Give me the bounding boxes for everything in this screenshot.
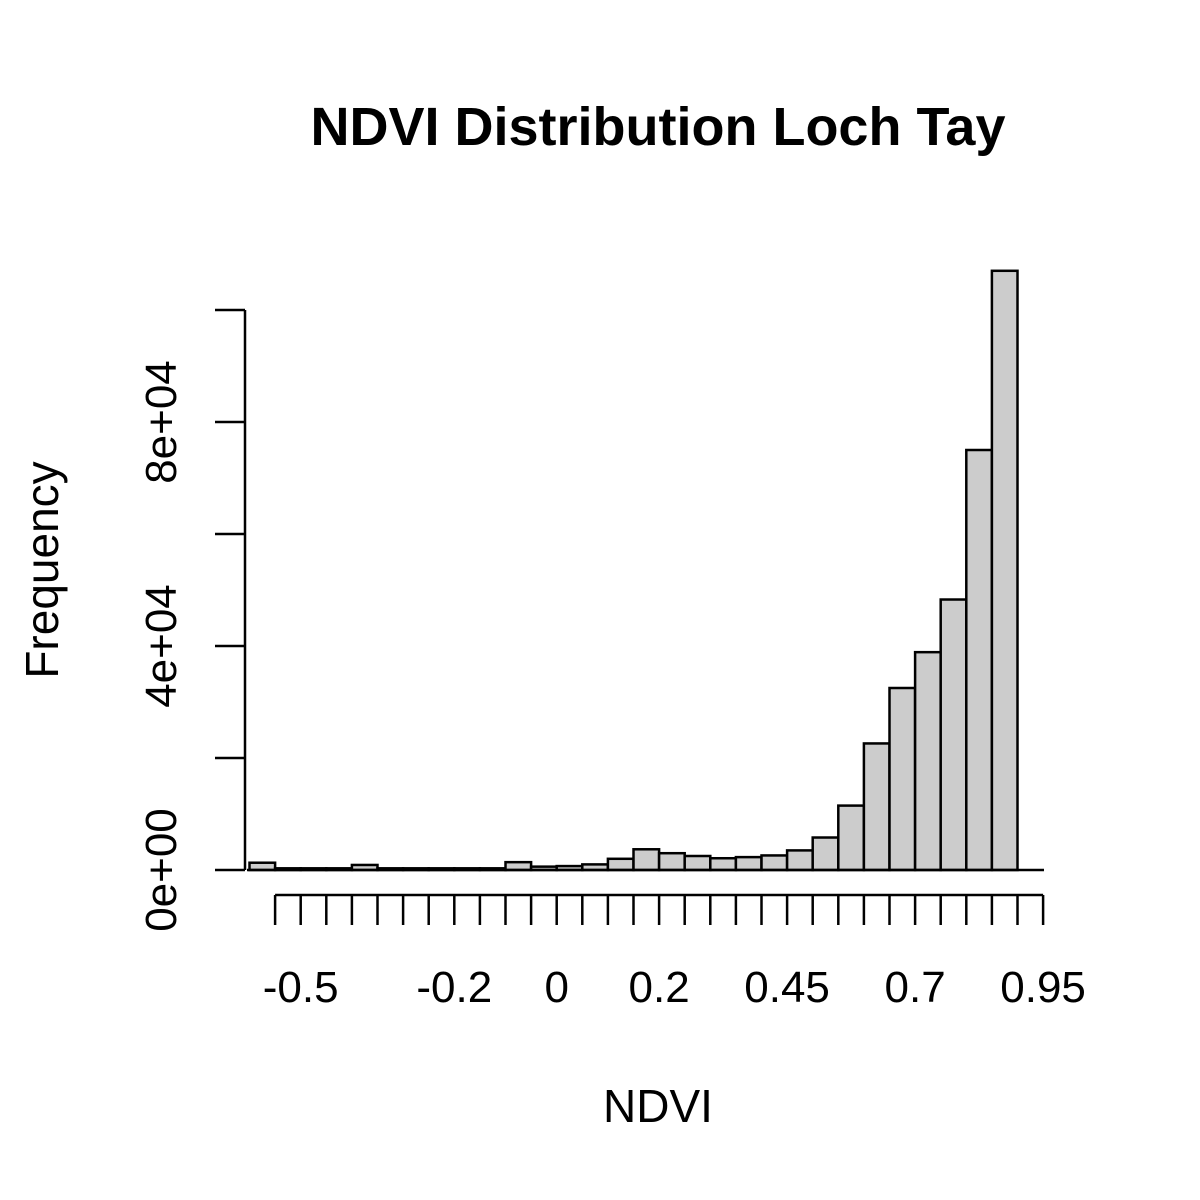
y-tick-label-2: 8e+04 [137, 360, 186, 484]
histogram-bar-26 [913, 650, 942, 872]
histogram-bar-23 [837, 804, 866, 872]
histogram-bar-14 [606, 857, 635, 872]
histogram-bar-16 [657, 851, 686, 872]
x-axis: -0.5 -0.2 0 0.2 0.45 0.7 0.95 [263, 893, 1086, 1012]
histogram-bar-29 [990, 269, 1019, 872]
chart-title: NDVI Distribution Loch Tay [310, 97, 1005, 157]
histogram-bar-15 [632, 848, 661, 872]
x-axis-label: NDVI [603, 1080, 713, 1132]
y-axis: 0e+00 4e+04 8e+04 [137, 308, 247, 932]
histogram-bar-21 [785, 849, 814, 872]
x-tick-label-2: 0 [544, 963, 568, 1012]
x-tick-label-1: -0.2 [416, 963, 492, 1012]
y-axis-label: Frequency [16, 461, 68, 678]
histogram-bar-22 [811, 836, 840, 872]
histogram-bar-27 [939, 598, 968, 872]
histogram-bar-24 [862, 742, 891, 872]
x-tick-label-4: 0.45 [744, 963, 830, 1012]
histogram-bar-20 [760, 854, 789, 872]
x-tick-label-0: -0.5 [263, 963, 339, 1012]
histogram-bar-19 [734, 855, 763, 872]
x-tick-label-3: 0.2 [629, 963, 690, 1012]
y-tick-label-1: 4e+04 [137, 584, 186, 708]
histogram-bar-17 [683, 854, 712, 872]
x-tick-label-5: 0.7 [885, 963, 946, 1012]
histogram-bar-28 [965, 448, 994, 872]
y-tick-label-0: 0e+00 [137, 808, 186, 932]
x-tick-label-6: 0.95 [1000, 963, 1086, 1012]
histogram-bar-18 [709, 856, 738, 872]
histogram-bars [247, 269, 1044, 872]
histogram-bar-25 [888, 686, 917, 872]
